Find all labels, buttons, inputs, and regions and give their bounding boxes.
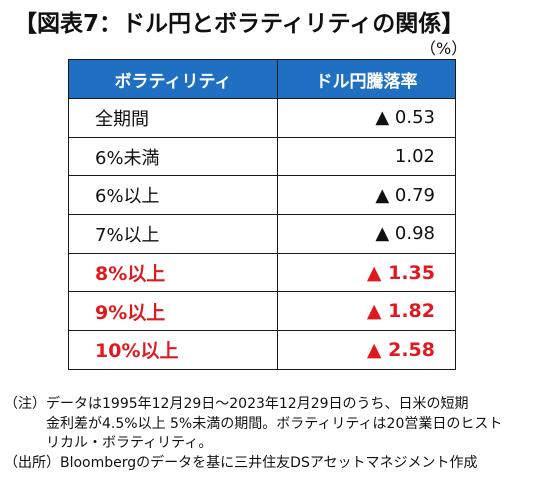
header-usdjpy-change: ドル円騰落率	[277, 59, 456, 99]
row-value: ▲ 2.58	[277, 330, 456, 370]
row-label: 8%以上	[68, 252, 278, 293]
figure-title: 【図表7：ドル円とボラティリティの関係】	[14, 11, 465, 37]
table-row: 6%以上 ▲ 0.79	[68, 175, 456, 216]
note: （注） データは1995年12月29日～2023年12月29日のうち、日米の短期…	[4, 395, 546, 454]
row-value: ▲ 0.53	[277, 98, 456, 138]
note-line: データは1995年12月29日～2023年12月29日のうち、日米の短期	[46, 396, 469, 412]
row-value: ▲ 0.98	[277, 214, 456, 254]
source-prefix: （出所）	[4, 454, 60, 471]
note-prefix: （注）	[4, 396, 46, 412]
row-label: 7%以上	[68, 214, 278, 254]
table-header-row: ボラティリティ ドル円騰落率	[68, 59, 456, 99]
source-note: （出所） Bloombergのデータを基に三井住友DSアセットマネジメント作成	[4, 454, 546, 474]
table-row-highlighted: 8%以上 ▲ 1.35	[68, 252, 456, 293]
row-value: ▲ 1.82	[277, 291, 456, 332]
footnotes: （注） データは1995年12月29日～2023年12月29日のうち、日米の短期…	[4, 395, 546, 473]
row-label: 9%以上	[68, 291, 278, 332]
volatility-table: ボラティリティ ドル円騰落率 全期間 ▲ 0.53 6%未満 1.02 6%以上…	[68, 59, 456, 370]
row-label: 6%以上	[68, 175, 278, 216]
row-label: 全期間	[68, 98, 278, 138]
header-volatility: ボラティリティ	[68, 59, 278, 99]
note-line: 金利差が4.5%以上 5%未満の期間。ボラティリティは20営業日のヒスト	[46, 415, 503, 432]
table-row-highlighted: 9%以上 ▲ 1.82	[68, 291, 456, 332]
row-value: ▲ 1.35	[277, 252, 456, 293]
row-value: ▲ 0.79	[277, 175, 456, 216]
unit-label: （%）	[420, 39, 468, 58]
source-text: Bloombergのデータを基に三井住友DSアセットマネジメント作成	[60, 454, 478, 471]
note-line: リカル・ボラティリティ。	[46, 435, 213, 451]
row-value: 1.02	[277, 136, 456, 177]
table-row-highlighted: 10%以上 ▲ 2.58	[68, 330, 456, 370]
table-row: 全期間 ▲ 0.53	[68, 98, 456, 138]
note-body: データは1995年12月29日～2023年12月29日のうち、日米の短期 金利差…	[46, 395, 502, 454]
row-label: 6%未満	[68, 136, 278, 177]
table-row: 6%未満 1.02	[68, 136, 456, 177]
row-label: 10%以上	[68, 330, 278, 370]
table-row: 7%以上 ▲ 0.98	[68, 214, 456, 254]
